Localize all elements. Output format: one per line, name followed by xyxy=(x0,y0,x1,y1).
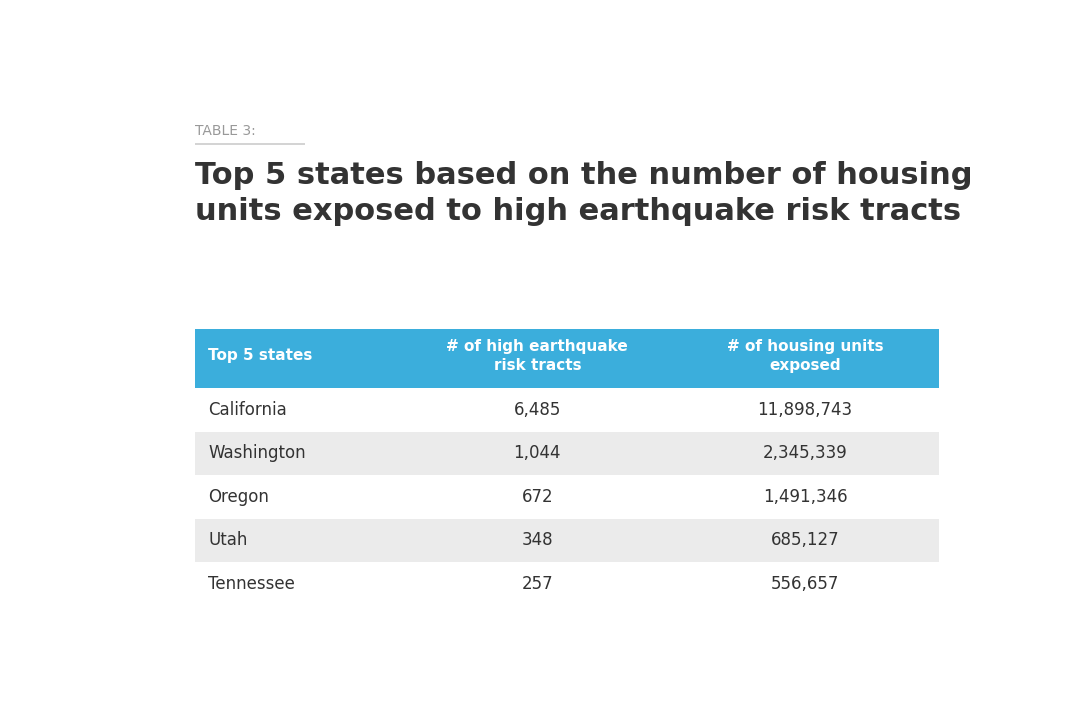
Text: 348: 348 xyxy=(521,531,553,550)
Text: 2,345,339: 2,345,339 xyxy=(763,444,847,462)
Text: Utah: Utah xyxy=(208,531,247,550)
Text: TABLE 3:: TABLE 3: xyxy=(195,124,256,138)
Text: 1,044: 1,044 xyxy=(513,444,561,462)
Text: Top 5 states: Top 5 states xyxy=(208,348,313,363)
Text: Washington: Washington xyxy=(208,444,305,462)
Bar xyxy=(195,388,938,432)
Text: 11,898,743: 11,898,743 xyxy=(758,401,852,419)
Text: California: California xyxy=(208,401,287,419)
Text: 685,127: 685,127 xyxy=(771,531,839,550)
Bar xyxy=(195,475,938,518)
Text: Oregon: Oregon xyxy=(208,488,269,506)
Text: # of high earthquake
risk tracts: # of high earthquake risk tracts xyxy=(447,339,628,373)
Bar xyxy=(195,518,938,562)
Text: 6,485: 6,485 xyxy=(513,401,561,419)
Text: 672: 672 xyxy=(521,488,553,506)
Text: Top 5 states based on the number of housing
units exposed to high earthquake ris: Top 5 states based on the number of hous… xyxy=(195,161,973,226)
Bar xyxy=(195,562,938,605)
Text: 1,491,346: 1,491,346 xyxy=(763,488,847,506)
Bar xyxy=(195,432,938,475)
Text: Tennessee: Tennessee xyxy=(208,574,295,593)
Text: # of housing units
exposed: # of housing units exposed xyxy=(727,339,883,373)
Text: 556,657: 556,657 xyxy=(771,574,839,593)
Text: 257: 257 xyxy=(521,574,553,593)
